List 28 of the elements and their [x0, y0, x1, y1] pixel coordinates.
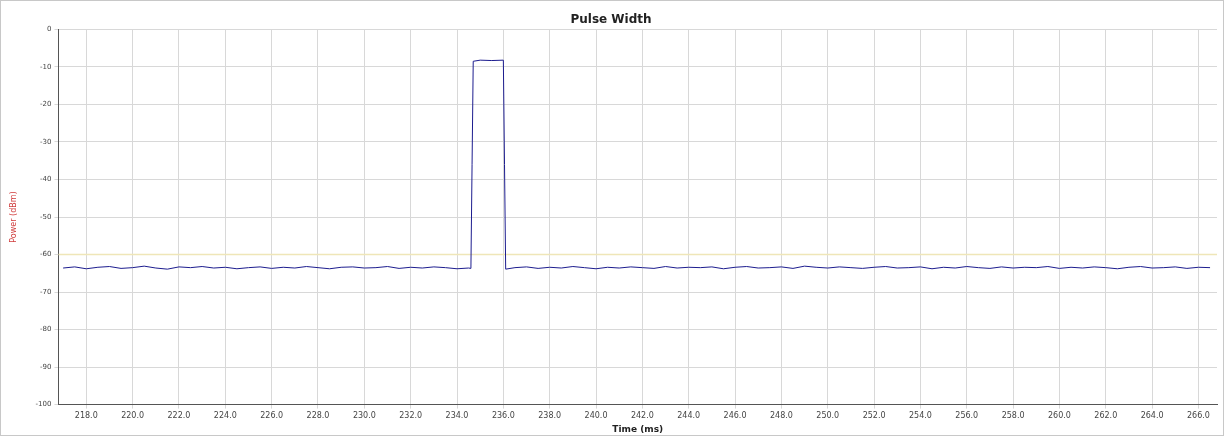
x-tick-label: 226.0: [260, 411, 284, 421]
y-axis-title: Power (dBm): [8, 191, 18, 243]
x-tick-label: 252.0: [862, 411, 886, 421]
chart-title: Pulse Width: [570, 12, 652, 27]
x-tick-label: 246.0: [723, 411, 747, 421]
x-tick-label: 218.0: [74, 411, 98, 421]
x-tick-label: 260.0: [1047, 411, 1071, 421]
x-tick-label: 224.0: [213, 411, 237, 421]
x-tick-label: 228.0: [306, 411, 330, 421]
x-tick-label: 238.0: [538, 411, 562, 421]
x-tick-label: 230.0: [352, 411, 376, 421]
x-tick-label: 254.0: [908, 411, 932, 421]
x-tick-label: 256.0: [955, 411, 979, 421]
x-tick-label: 250.0: [816, 411, 840, 421]
x-tick-label: 222.0: [167, 411, 191, 421]
x-tick-label: 266.0: [1187, 411, 1210, 421]
x-axis-title: Time (ms): [612, 423, 664, 434]
x-tick-label: 232.0: [399, 411, 423, 421]
x-tick-label: 234.0: [445, 411, 469, 421]
x-tick-label: 220.0: [121, 411, 145, 421]
x-tick-label: 244.0: [677, 411, 701, 421]
x-tick-label: 242.0: [630, 411, 654, 421]
x-tick-label: 264.0: [1140, 411, 1164, 421]
x-tick-label: 258.0: [1001, 411, 1025, 421]
x-tick-label: 262.0: [1094, 411, 1118, 421]
x-tick-label: 248.0: [769, 411, 793, 421]
x-tick-label: 236.0: [491, 411, 515, 421]
x-tick-label: 240.0: [584, 411, 608, 421]
